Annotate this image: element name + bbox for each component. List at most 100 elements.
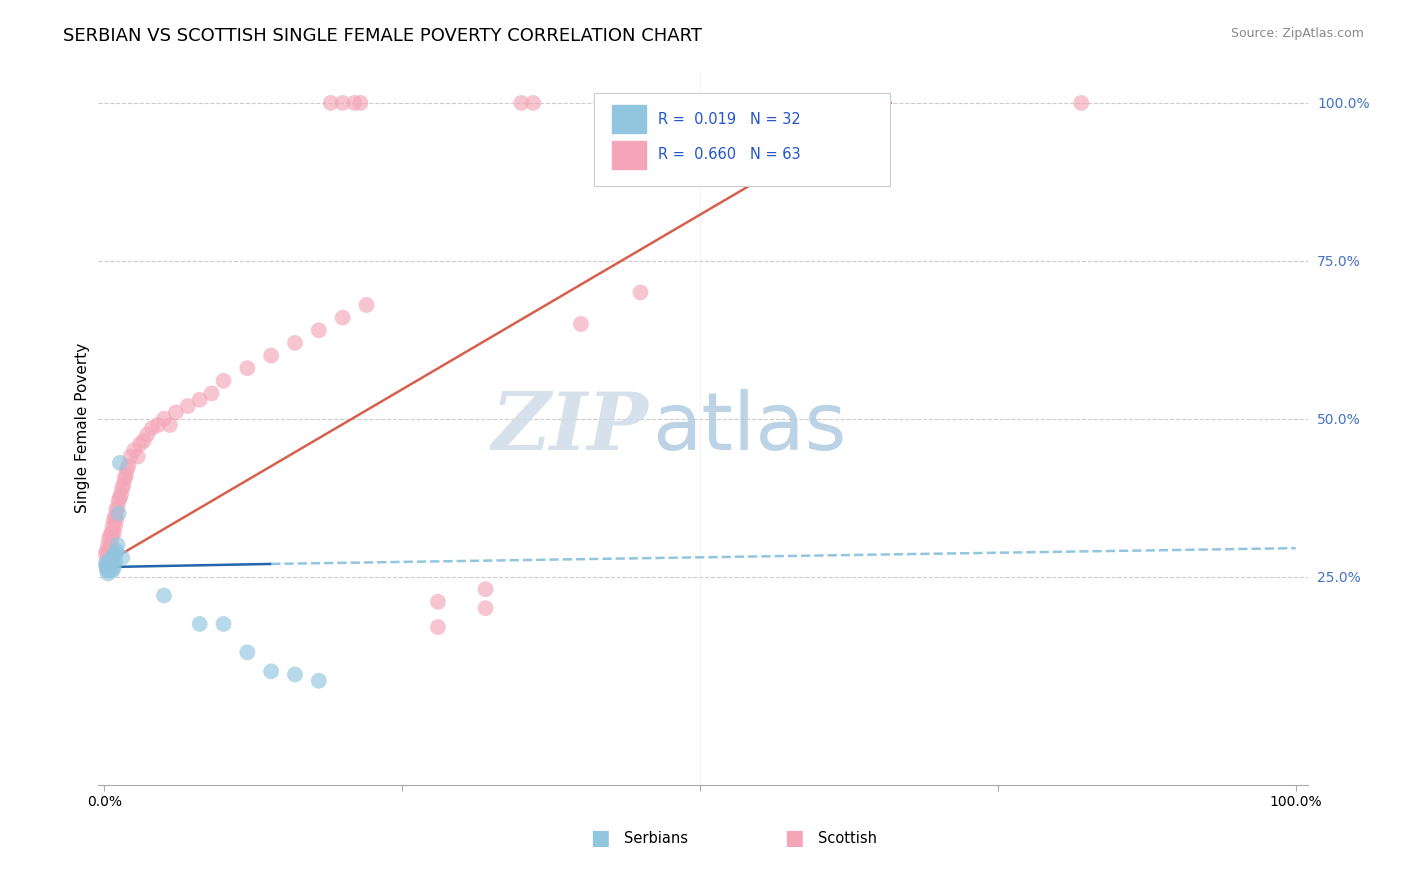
Point [114, 468, 136, 483]
Point [96, 544, 118, 558]
Point [141, 421, 163, 435]
Point [104, 554, 127, 568]
Bar [613, 141, 647, 169]
Point [332, 95, 354, 110]
Point [98, 544, 121, 558]
Point [426, 595, 449, 609]
Point [236, 361, 259, 376]
Text: R =  0.019   N = 32: R = 0.019 N = 32 [658, 112, 801, 127]
Point [105, 503, 128, 517]
Text: SERBIAN VS SCOTTISH SINGLE FEMALE POVERTY CORRELATION CHART: SERBIAN VS SCOTTISH SINGLE FEMALE POVERT… [63, 27, 702, 45]
Point [112, 478, 135, 492]
Point [332, 310, 354, 325]
Point [356, 298, 378, 312]
Point [114, 472, 136, 486]
Point [98, 560, 121, 574]
Point [97, 550, 120, 565]
Point [104, 519, 127, 533]
Text: ■: ■ [591, 829, 610, 848]
Point [101, 528, 124, 542]
Point [111, 481, 134, 495]
Point [474, 582, 496, 597]
Point [98, 532, 121, 546]
Point [103, 560, 125, 574]
Point [110, 487, 132, 501]
Point [319, 95, 342, 110]
Point [107, 500, 129, 514]
Text: Serbians: Serbians [624, 831, 689, 846]
Point [101, 554, 124, 568]
Point [474, 601, 496, 615]
Point [98, 557, 121, 571]
Point [98, 528, 121, 542]
Bar [613, 105, 647, 134]
Point [107, 493, 129, 508]
Point [97, 560, 120, 574]
FancyBboxPatch shape [595, 93, 890, 186]
Point [103, 513, 125, 527]
Text: atlas: atlas [652, 389, 846, 467]
Point [107, 538, 129, 552]
Text: ZIP: ZIP [492, 390, 648, 467]
Point [100, 525, 122, 540]
Point [132, 434, 155, 448]
Text: Scottish: Scottish [818, 831, 877, 846]
Point [105, 513, 128, 527]
Point [98, 554, 121, 568]
Point [108, 456, 131, 470]
Point [98, 563, 121, 577]
Point [260, 665, 283, 679]
Point [159, 417, 181, 432]
Point [103, 525, 125, 540]
Point [153, 411, 176, 425]
Point [117, 458, 139, 473]
Point [98, 557, 121, 571]
Point [188, 616, 211, 631]
Point [260, 349, 283, 363]
Text: ■: ■ [783, 829, 804, 848]
Point [510, 95, 533, 110]
Point [98, 563, 121, 577]
Point [111, 550, 134, 565]
Point [100, 538, 122, 552]
Point [122, 443, 145, 458]
Point [284, 667, 307, 681]
Point [115, 462, 138, 476]
Point [108, 491, 131, 505]
Text: R =  0.660   N = 63: R = 0.660 N = 63 [658, 147, 801, 162]
Point [94, 548, 117, 562]
Point [177, 399, 200, 413]
Point [308, 673, 330, 688]
Point [97, 557, 120, 571]
Point [100, 554, 122, 568]
Text: Source: ZipAtlas.com: Source: ZipAtlas.com [1230, 27, 1364, 40]
Point [284, 335, 307, 350]
Point [97, 538, 120, 552]
Point [1070, 95, 1092, 110]
Point [104, 548, 127, 562]
Point [107, 507, 129, 521]
Point [96, 560, 118, 574]
Point [105, 544, 128, 558]
Point [308, 323, 330, 337]
Point [97, 566, 120, 581]
Point [426, 620, 449, 634]
Point [127, 450, 149, 464]
Point [104, 509, 127, 524]
Point [103, 550, 125, 565]
Point [101, 563, 124, 577]
Point [212, 374, 235, 388]
Point [630, 285, 652, 300]
Y-axis label: Single Female Poverty: Single Female Poverty [75, 343, 90, 513]
Point [212, 616, 235, 631]
Point [236, 645, 259, 659]
Point [129, 437, 152, 451]
Point [349, 95, 371, 110]
Point [101, 519, 124, 533]
Point [569, 317, 592, 331]
Point [522, 95, 544, 110]
Point [96, 563, 118, 577]
Point [120, 450, 142, 464]
Point [165, 405, 187, 419]
Point [188, 392, 211, 407]
